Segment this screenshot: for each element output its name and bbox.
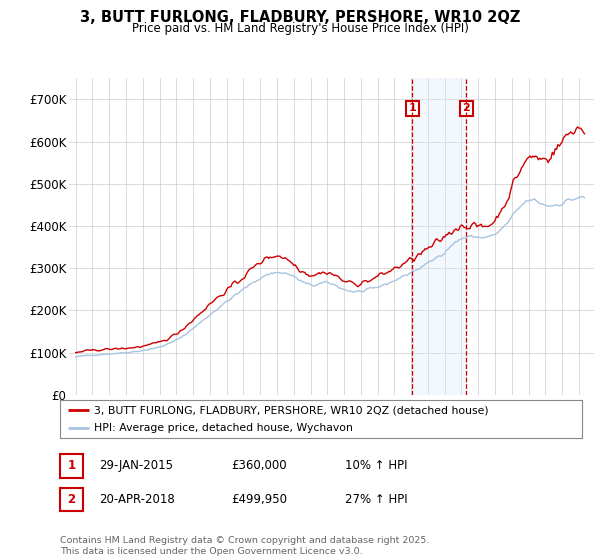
Text: 20-APR-2018: 20-APR-2018 — [99, 493, 175, 506]
Text: 2: 2 — [463, 104, 470, 114]
Text: 1: 1 — [67, 459, 76, 473]
Text: 2: 2 — [67, 493, 76, 506]
Text: £499,950: £499,950 — [231, 493, 287, 506]
Text: Contains HM Land Registry data © Crown copyright and database right 2025.
This d: Contains HM Land Registry data © Crown c… — [60, 536, 430, 556]
Text: Price paid vs. HM Land Registry's House Price Index (HPI): Price paid vs. HM Land Registry's House … — [131, 22, 469, 35]
Text: 1: 1 — [409, 104, 416, 114]
Text: £360,000: £360,000 — [231, 459, 287, 473]
Text: 3, BUTT FURLONG, FLADBURY, PERSHORE, WR10 2QZ: 3, BUTT FURLONG, FLADBURY, PERSHORE, WR1… — [80, 10, 520, 25]
Text: HPI: Average price, detached house, Wychavon: HPI: Average price, detached house, Wych… — [94, 423, 353, 433]
Bar — [412, 78, 466, 395]
Text: 27% ↑ HPI: 27% ↑ HPI — [345, 493, 407, 506]
Text: 10% ↑ HPI: 10% ↑ HPI — [345, 459, 407, 473]
Text: 29-JAN-2015: 29-JAN-2015 — [99, 459, 173, 473]
Text: 3, BUTT FURLONG, FLADBURY, PERSHORE, WR10 2QZ (detached house): 3, BUTT FURLONG, FLADBURY, PERSHORE, WR1… — [94, 405, 488, 415]
